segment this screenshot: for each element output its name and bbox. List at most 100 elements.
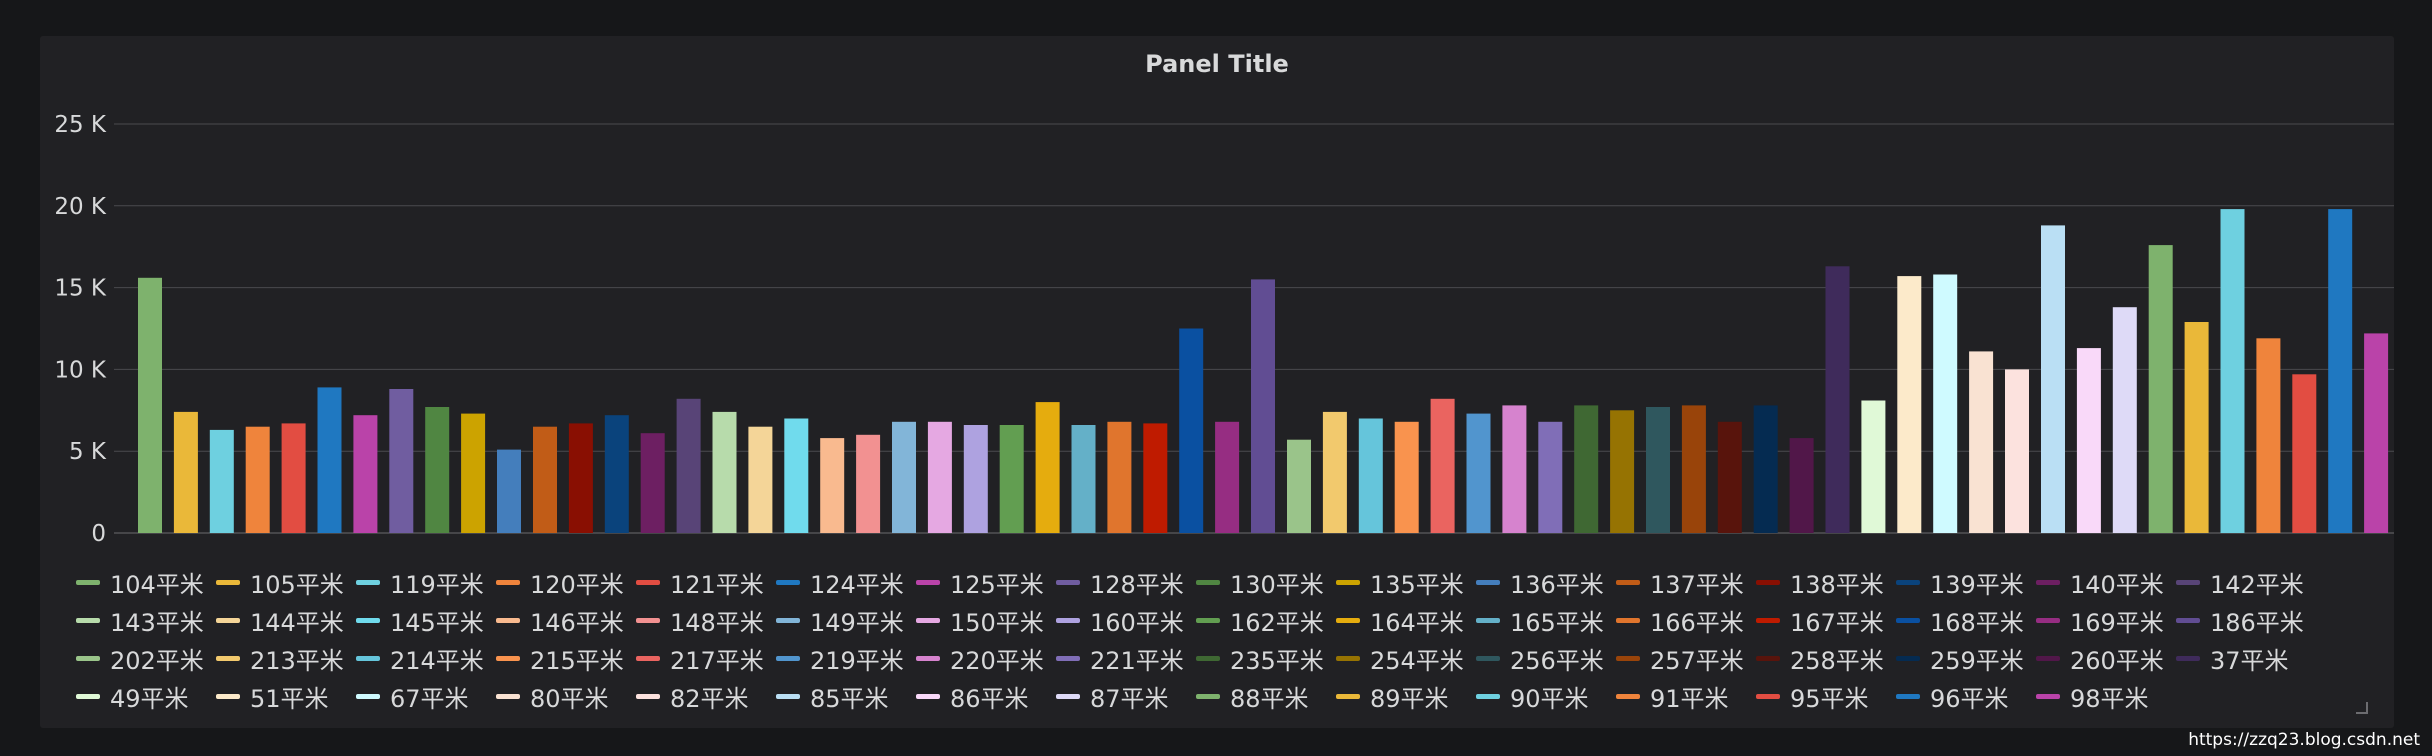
legend-item[interactable]: 51平米 <box>216 678 329 714</box>
bar-88平米[interactable] <box>2148 245 2173 533</box>
legend-item[interactable]: 121平米 <box>636 564 764 600</box>
legend-item[interactable]: 220平米 <box>916 640 1044 676</box>
bar-202平米[interactable] <box>1287 439 1311 533</box>
bar-213平米[interactable] <box>1322 411 1347 533</box>
legend-item[interactable]: 235平米 <box>1196 640 1324 676</box>
bar-167平米[interactable] <box>1143 423 1168 533</box>
bar-135平米[interactable] <box>461 413 486 533</box>
legend-item[interactable]: 49平米 <box>76 678 189 714</box>
legend-item[interactable]: 160平米 <box>1056 602 1184 638</box>
bar-143平米[interactable] <box>712 411 737 533</box>
legend-item[interactable]: 150平米 <box>916 602 1044 638</box>
bar-67平米[interactable] <box>1933 274 1958 534</box>
bar-80平米[interactable] <box>1969 351 1994 533</box>
bar-124平米[interactable] <box>317 387 342 533</box>
legend-item[interactable]: 98平米 <box>2036 678 2149 714</box>
legend-item[interactable]: 88平米 <box>1196 678 1309 714</box>
bar-140平米[interactable] <box>640 433 665 533</box>
legend-item[interactable]: 80平米 <box>496 678 609 714</box>
bar-130平米[interactable] <box>425 407 450 533</box>
legend-item[interactable]: 258平米 <box>1756 640 1884 676</box>
bar-258平米[interactable] <box>1717 421 1742 533</box>
legend-item[interactable]: 140平米 <box>2036 564 2164 600</box>
bar-146平米[interactable] <box>820 438 845 533</box>
legend-item[interactable]: 144平米 <box>216 602 344 638</box>
panel-title[interactable]: Panel Title <box>1145 50 1289 78</box>
legend-item[interactable]: 104平米 <box>76 564 204 600</box>
bar-169平米[interactable] <box>1215 421 1240 533</box>
legend-item[interactable]: 260平米 <box>2036 640 2164 676</box>
legend-item[interactable]: 214平米 <box>356 640 484 676</box>
bar-214平米[interactable] <box>1358 418 1383 534</box>
legend-item[interactable]: 143平米 <box>76 602 204 638</box>
legend-item[interactable]: 166平米 <box>1616 602 1744 638</box>
bar-166平米[interactable] <box>1107 421 1132 533</box>
bar-86平米[interactable] <box>2076 348 2101 533</box>
bar-90平米[interactable] <box>2220 209 2245 533</box>
legend-item[interactable]: 124平米 <box>776 564 904 600</box>
legend-item[interactable]: 139平米 <box>1896 564 2024 600</box>
legend-item[interactable]: 67平米 <box>356 678 469 714</box>
bar-217平米[interactable] <box>1430 398 1455 533</box>
legend-item[interactable]: 37平米 <box>2176 640 2289 676</box>
bar-149平米[interactable] <box>892 421 916 533</box>
bar-150平米[interactable] <box>927 421 952 533</box>
bar-95平米[interactable] <box>2292 374 2317 533</box>
bar-145平米[interactable] <box>784 418 809 534</box>
legend-item[interactable]: 89平米 <box>1336 678 1449 714</box>
legend-item[interactable]: 167平米 <box>1756 602 1884 638</box>
bar-215平米[interactable] <box>1394 421 1419 533</box>
bar-257平米[interactable] <box>1681 405 1706 533</box>
bar-98平米[interactable] <box>2364 333 2389 533</box>
bar-139平米[interactable] <box>604 415 629 533</box>
legend-item[interactable]: 149平米 <box>776 602 904 638</box>
legend-item[interactable]: 95平米 <box>1756 678 1869 714</box>
bar-87平米[interactable] <box>2112 307 2137 533</box>
legend-item[interactable]: 162平米 <box>1196 602 1324 638</box>
bar-136平米[interactable] <box>497 449 521 533</box>
legend-item[interactable]: 90平米 <box>1476 678 1589 714</box>
legend-item[interactable]: 119平米 <box>356 564 484 600</box>
bar-125平米[interactable] <box>353 415 378 533</box>
bar-259平米[interactable] <box>1753 405 1778 533</box>
bar-104平米[interactable] <box>138 277 162 533</box>
legend-item[interactable]: 148平米 <box>636 602 764 638</box>
legend-item[interactable]: 213平米 <box>216 640 344 676</box>
legend-item[interactable]: 85平米 <box>776 678 889 714</box>
bar-148平米[interactable] <box>856 434 881 533</box>
bar-160平米[interactable] <box>963 425 988 533</box>
legend-item[interactable]: 186平米 <box>2176 602 2304 638</box>
legend-item[interactable]: 120平米 <box>496 564 624 600</box>
legend-item[interactable]: 202平米 <box>76 640 204 676</box>
legend-item[interactable]: 135平米 <box>1336 564 1464 600</box>
bar-82平米[interactable] <box>2005 369 2029 533</box>
legend-item[interactable]: 164平米 <box>1336 602 1464 638</box>
legend-item[interactable]: 146平米 <box>496 602 624 638</box>
legend-item[interactable]: 138平米 <box>1756 564 1884 600</box>
legend-item[interactable]: 145平米 <box>356 602 484 638</box>
bar-89平米[interactable] <box>2184 322 2209 533</box>
legend-item[interactable]: 105平米 <box>216 564 344 600</box>
legend-item[interactable]: 82平米 <box>636 678 749 714</box>
legend-item[interactable]: 221平米 <box>1056 640 1184 676</box>
legend-item[interactable]: 130平米 <box>1196 564 1324 600</box>
bar-85平米[interactable] <box>2041 225 2065 533</box>
bar-120平米[interactable] <box>245 426 270 533</box>
bar-219平米[interactable] <box>1466 413 1491 533</box>
bar-144平米[interactable] <box>748 426 773 533</box>
legend-item[interactable]: 142平米 <box>2176 564 2304 600</box>
bar-164平米[interactable] <box>1035 402 1060 533</box>
legend-item[interactable]: 128平米 <box>1056 564 1184 600</box>
legend-item[interactable]: 219平米 <box>776 640 904 676</box>
bar-96平米[interactable] <box>2328 209 2353 533</box>
bar-138平米[interactable] <box>568 423 593 533</box>
legend-item[interactable]: 215平米 <box>496 640 624 676</box>
bar-51平米[interactable] <box>1897 276 1922 533</box>
legend-item[interactable]: 256平米 <box>1476 640 1604 676</box>
bar-37平米[interactable] <box>1825 266 1850 533</box>
bar-254平米[interactable] <box>1610 410 1635 533</box>
legend-item[interactable]: 91平米 <box>1616 678 1729 714</box>
bar-186平米[interactable] <box>1251 279 1275 533</box>
bar-128平米[interactable] <box>389 389 414 533</box>
bar-168平米[interactable] <box>1179 328 1204 534</box>
